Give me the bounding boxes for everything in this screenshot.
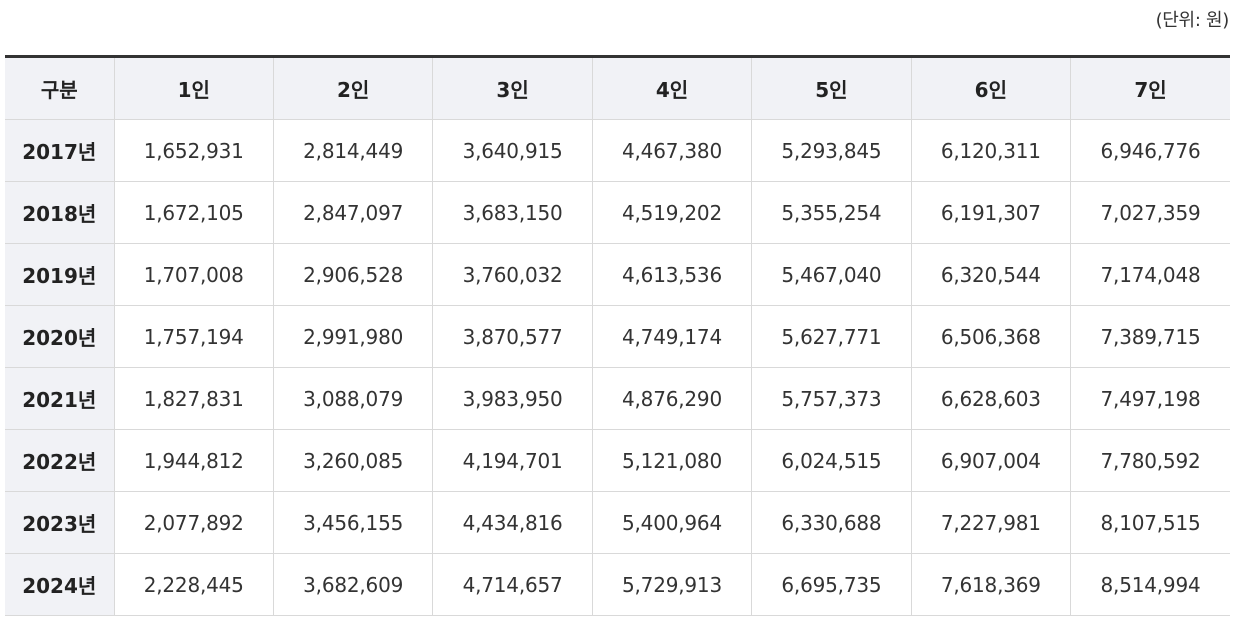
table-cell: 3,456,155: [273, 491, 434, 554]
income-table-container: 구분 1인 2인 3인 4인 5인 6인 7인 2017년 1,652,931 …: [5, 55, 1230, 616]
table-cell: 2,228,445: [114, 553, 274, 616]
table-cell: 5,293,845: [751, 119, 912, 182]
table-cell: 7,174,048: [1070, 243, 1230, 306]
table-cell: 6,120,311: [911, 119, 1072, 182]
column-header-7-person: 7인: [1070, 56, 1230, 120]
table-cell: 6,907,004: [911, 429, 1072, 492]
table-cell: 5,400,964: [592, 491, 753, 554]
income-table: 구분 1인 2인 3인 4인 5인 6인 7인 2017년 1,652,931 …: [5, 55, 1230, 616]
column-header-2-person: 2인: [273, 56, 434, 120]
table-row: 2021년 1,827,831 3,088,079 3,983,950 4,87…: [5, 367, 1230, 430]
column-header-5-person: 5인: [751, 56, 912, 120]
table-cell: 4,876,290: [592, 367, 753, 430]
header-row: 구분 1인 2인 3인 4인 5인 6인 7인: [5, 56, 1230, 120]
row-header-year: 2023년: [5, 491, 115, 554]
table-cell: 2,814,449: [273, 119, 434, 182]
table-cell: 6,024,515: [751, 429, 912, 492]
table-cell: 7,227,981: [911, 491, 1072, 554]
table-cell: 5,467,040: [751, 243, 912, 306]
table-cell: 1,707,008: [114, 243, 274, 306]
table-cell: 3,682,609: [273, 553, 434, 616]
table-cell: 3,683,150: [432, 181, 593, 244]
table-cell: 7,027,359: [1070, 181, 1230, 244]
table-cell: 3,088,079: [273, 367, 434, 430]
table-cell: 7,618,369: [911, 553, 1072, 616]
table-cell: 1,757,194: [114, 305, 274, 368]
column-header-1-person: 1인: [114, 56, 274, 120]
row-header-year: 2020년: [5, 305, 115, 368]
table-cell: 2,991,980: [273, 305, 434, 368]
table-cell: 8,514,994: [1070, 553, 1230, 616]
table-cell: 1,652,931: [114, 119, 274, 182]
table-cell: 8,107,515: [1070, 491, 1230, 554]
table-cell: 3,760,032: [432, 243, 593, 306]
table-header: 구분 1인 2인 3인 4인 5인 6인 7인: [5, 56, 1230, 120]
table-cell: 1,672,105: [114, 181, 274, 244]
table-cell: 4,519,202: [592, 181, 753, 244]
table-cell: 4,613,536: [592, 243, 753, 306]
table-cell: 2,077,892: [114, 491, 274, 554]
table-cell: 5,121,080: [592, 429, 753, 492]
table-cell: 1,944,812: [114, 429, 274, 492]
table-cell: 6,330,688: [751, 491, 912, 554]
table-row: 2020년 1,757,194 2,991,980 3,870,577 4,74…: [5, 305, 1230, 368]
table-cell: 2,847,097: [273, 181, 434, 244]
table-cell: 1,827,831: [114, 367, 274, 430]
table-cell: 3,983,950: [432, 367, 593, 430]
table-row: 2018년 1,672,105 2,847,097 3,683,150 4,51…: [5, 181, 1230, 244]
table-cell: 4,749,174: [592, 305, 753, 368]
table-body: 2017년 1,652,931 2,814,449 3,640,915 4,46…: [5, 119, 1230, 616]
row-header-year: 2018년: [5, 181, 115, 244]
row-header-year: 2024년: [5, 553, 115, 616]
table-row: 2017년 1,652,931 2,814,449 3,640,915 4,46…: [5, 119, 1230, 182]
table-cell: 3,640,915: [432, 119, 593, 182]
table-cell: 5,627,771: [751, 305, 912, 368]
table-cell: 7,497,198: [1070, 367, 1230, 430]
table-cell: 6,191,307: [911, 181, 1072, 244]
table-cell: 2,906,528: [273, 243, 434, 306]
table-cell: 4,467,380: [592, 119, 753, 182]
column-header-category: 구분: [5, 56, 115, 120]
table-cell: 6,506,368: [911, 305, 1072, 368]
table-cell: 4,194,701: [432, 429, 593, 492]
table-row: 2019년 1,707,008 2,906,528 3,760,032 4,61…: [5, 243, 1230, 306]
table-row: 2023년 2,077,892 3,456,155 4,434,816 5,40…: [5, 491, 1230, 554]
table-cell: 6,320,544: [911, 243, 1072, 306]
table-cell: 5,355,254: [751, 181, 912, 244]
table-cell: 3,870,577: [432, 305, 593, 368]
table-row: 2024년 2,228,445 3,682,609 4,714,657 5,72…: [5, 553, 1230, 616]
table-cell: 6,695,735: [751, 553, 912, 616]
column-header-3-person: 3인: [432, 56, 593, 120]
table-cell: 4,434,816: [432, 491, 593, 554]
table-cell: 4,714,657: [432, 553, 593, 616]
column-header-6-person: 6인: [911, 56, 1072, 120]
row-header-year: 2019년: [5, 243, 115, 306]
table-cell: 3,260,085: [273, 429, 434, 492]
table-cell: 6,946,776: [1070, 119, 1230, 182]
row-header-year: 2021년: [5, 367, 115, 430]
unit-note: (단위: 원): [1155, 10, 1230, 31]
row-header-year: 2022년: [5, 429, 115, 492]
row-header-year: 2017년: [5, 119, 115, 182]
table-cell: 5,757,373: [751, 367, 912, 430]
table-cell: 7,780,592: [1070, 429, 1230, 492]
column-header-4-person: 4인: [592, 56, 753, 120]
table-cell: 7,389,715: [1070, 305, 1230, 368]
table-cell: 5,729,913: [592, 553, 753, 616]
table-cell: 6,628,603: [911, 367, 1072, 430]
table-row: 2022년 1,944,812 3,260,085 4,194,701 5,12…: [5, 429, 1230, 492]
